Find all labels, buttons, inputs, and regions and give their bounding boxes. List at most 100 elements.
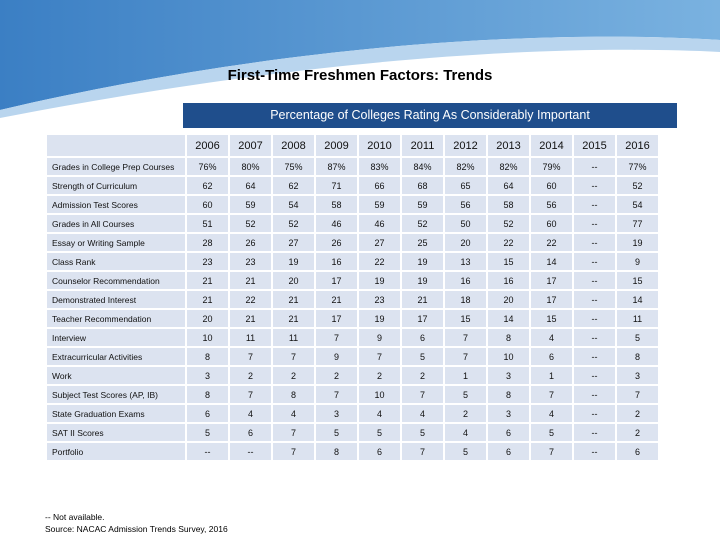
cell: 16 <box>443 270 488 291</box>
cell: 17 <box>314 308 359 329</box>
cell: 8 <box>185 346 230 367</box>
year-header: 2008 <box>271 133 316 158</box>
cell: 3 <box>486 365 531 386</box>
row-label: Admission Test Scores <box>45 194 187 215</box>
cell: 52 <box>271 213 316 234</box>
table-row: Portfolio -- -- 7 8 6 7 5 6 7 -- 6 <box>45 441 660 462</box>
cell: -- <box>572 403 617 424</box>
cell: 15 <box>443 308 488 329</box>
year-header: 2007 <box>228 133 273 158</box>
cell: -- <box>572 441 617 462</box>
row-label: Demonstrated Interest <box>45 289 187 310</box>
cell: 19 <box>400 251 445 272</box>
cell: 17 <box>400 308 445 329</box>
cell: 27 <box>271 232 316 253</box>
cell: 16 <box>314 251 359 272</box>
cell: 77 <box>615 213 660 234</box>
cell: 21 <box>185 289 230 310</box>
table-row: Extracurricular Activities 8 7 7 9 7 5 7 10 6 -- 8 <box>45 346 660 367</box>
year-header: 2012 <box>443 133 488 158</box>
cell: 5 <box>357 422 402 443</box>
cell: 11 <box>228 327 273 348</box>
table-row: Class Rank 23 23 19 16 22 19 13 15 14 -- 9 <box>45 251 660 272</box>
cell: 26 <box>228 232 273 253</box>
cell: 23 <box>357 289 402 310</box>
cell: 5 <box>400 422 445 443</box>
cell: 54 <box>271 194 316 215</box>
table-row: Grades in College Prep Courses 76% 80% 75% 8… <box>45 156 660 177</box>
cell: 4 <box>529 403 574 424</box>
cell: 60 <box>529 213 574 234</box>
cell: 5 <box>443 384 488 405</box>
cell: 77% <box>615 156 660 177</box>
cell: 6 <box>228 422 273 443</box>
cell: 9 <box>357 327 402 348</box>
cell: 10 <box>486 346 531 367</box>
cell: 80% <box>228 156 273 177</box>
cell: 3 <box>615 365 660 386</box>
cell: 5 <box>400 346 445 367</box>
cell: 10 <box>357 384 402 405</box>
cell: 8 <box>486 327 531 348</box>
cell: 52 <box>400 213 445 234</box>
cell: 16 <box>486 270 531 291</box>
cell: 17 <box>314 270 359 291</box>
cell: 19 <box>271 251 316 272</box>
cell: 6 <box>357 441 402 462</box>
cell: 8 <box>314 441 359 462</box>
cell: -- <box>572 270 617 291</box>
cell: 17 <box>529 289 574 310</box>
cell: 62 <box>185 175 230 196</box>
cell: 19 <box>615 232 660 253</box>
row-label: Essay or Writing Sample <box>45 232 187 253</box>
cell: 14 <box>529 251 574 272</box>
cell: 6 <box>529 346 574 367</box>
cell: 2 <box>400 365 445 386</box>
table-caption: Percentage of Colleges Rating As Conside… <box>183 103 677 128</box>
cell: 22 <box>228 289 273 310</box>
cell: 5 <box>529 422 574 443</box>
table-row: Grades in All Courses 51 52 52 46 46 52 50 52 60-… <box>45 213 660 234</box>
year-header: 2014 <box>529 133 574 158</box>
cell: 20 <box>486 289 531 310</box>
header-row: 2006 2007 2008 2009 2010 2011 2012 2013 2014 2015… <box>45 133 660 158</box>
cell: -- <box>572 308 617 329</box>
cell: 4 <box>357 403 402 424</box>
cell: 6 <box>615 441 660 462</box>
cell: 84% <box>400 156 445 177</box>
cell: 52 <box>486 213 531 234</box>
cell: 7 <box>443 327 488 348</box>
cell: 3 <box>314 403 359 424</box>
row-label: SAT II Scores <box>45 422 187 443</box>
footnotes: -- Not available. Source: NACAC Admission… <box>45 511 228 535</box>
cell: 5 <box>443 441 488 462</box>
cell: 50 <box>443 213 488 234</box>
cell: 20 <box>271 270 316 291</box>
cell: 2 <box>314 365 359 386</box>
table-row: Subject Test Scores (AP, IB) 8 7 8 7 10 7 5 8 7 --… <box>45 384 660 405</box>
cell: 6 <box>400 327 445 348</box>
cell: 60 <box>529 175 574 196</box>
row-label: Class Rank <box>45 251 187 272</box>
cell: 10 <box>185 327 230 348</box>
cell: 4 <box>443 422 488 443</box>
row-label: Portfolio <box>45 441 187 462</box>
cell: 7 <box>400 441 445 462</box>
cell: 7 <box>529 384 574 405</box>
cell: -- <box>572 175 617 196</box>
table-row: Teacher Recommendation 20 21 21 17 19 17 15 14 15… <box>45 308 660 329</box>
cell: 51 <box>185 213 230 234</box>
cell: 68 <box>400 175 445 196</box>
cell: 46 <box>314 213 359 234</box>
footnote: Source: NACAC Admission Trends Survey, 2… <box>45 524 228 534</box>
cell: 1 <box>443 365 488 386</box>
cell: 2 <box>615 422 660 443</box>
cell: 52 <box>228 213 273 234</box>
year-header: 2016 <box>615 133 660 158</box>
row-label: Strength of Curriculum <box>45 175 187 196</box>
footnote: -- Not available. <box>45 512 105 522</box>
cell: -- <box>572 232 617 253</box>
cell: 21 <box>228 308 273 329</box>
cell: 64 <box>486 175 531 196</box>
cell: 21 <box>271 308 316 329</box>
